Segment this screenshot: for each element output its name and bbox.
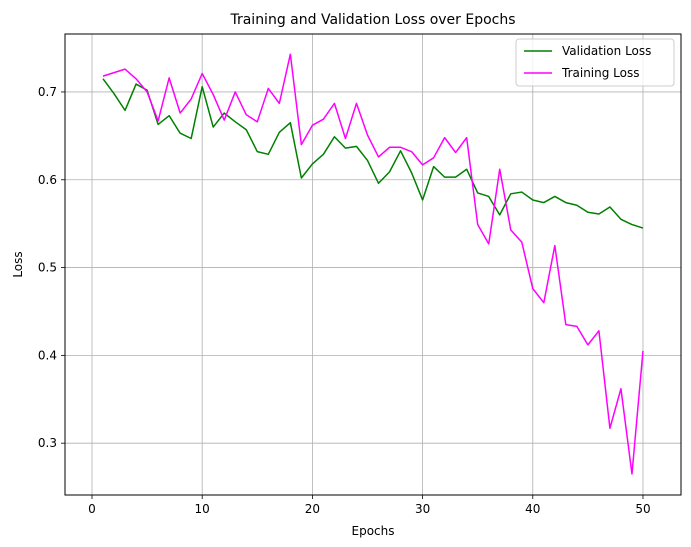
y-tick-label: 0.6 xyxy=(38,173,57,187)
legend-label: Training Loss xyxy=(561,66,639,80)
ticks: 0 10 20 30 40 50 0.3 0.4 0.5 0.6 0.7 xyxy=(38,85,651,516)
x-tick-label: 0 xyxy=(88,502,96,516)
y-axis-label: Loss xyxy=(11,251,25,277)
x-tick-label: 10 xyxy=(195,502,210,516)
x-tick-label: 40 xyxy=(525,502,540,516)
y-tick-label: 0.7 xyxy=(38,85,57,99)
y-tick-label: 0.5 xyxy=(38,261,57,275)
x-tick-label: 50 xyxy=(635,502,650,516)
series-line-training-loss xyxy=(102,53,644,475)
x-axis-label: Epochs xyxy=(352,524,395,538)
legend-label: Validation Loss xyxy=(562,44,651,58)
y-tick-label: 0.4 xyxy=(38,348,57,362)
series-layer xyxy=(102,53,644,475)
grid xyxy=(65,34,681,495)
legend-box xyxy=(515,38,675,87)
legend: Validation Loss Training Loss xyxy=(515,38,675,87)
y-tick-label: 0.3 xyxy=(38,436,57,450)
plot-frame xyxy=(64,33,682,496)
x-tick-label: 20 xyxy=(305,502,320,516)
chart-title: Training and Validation Loss over Epochs xyxy=(229,12,515,28)
series-line-validation-loss xyxy=(102,78,644,229)
x-tick-label: 30 xyxy=(415,502,430,516)
